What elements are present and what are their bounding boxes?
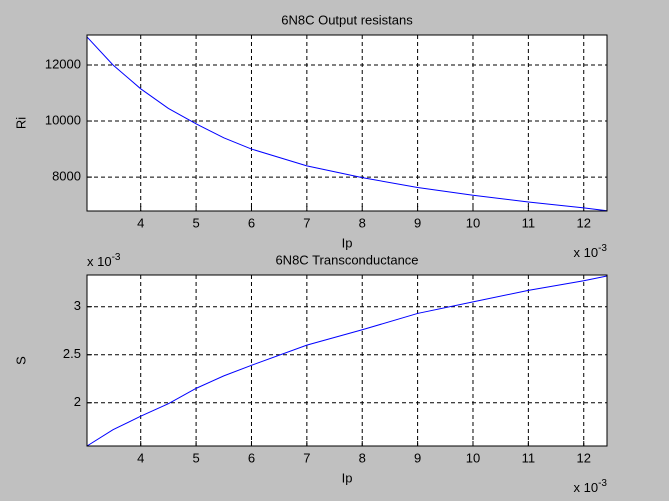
plot-area xyxy=(87,35,607,211)
axis-multiplier: x 10-3 xyxy=(87,252,121,270)
data-line xyxy=(86,275,608,447)
y-tick-label: 3 xyxy=(74,298,81,313)
axis-multiplier: x 10-3 xyxy=(574,478,608,496)
x-tick-label: 4 xyxy=(137,215,144,230)
x-tick-label: 11 xyxy=(522,450,536,465)
y-tick-label: 2.5 xyxy=(63,346,81,361)
x-tick-label: 10 xyxy=(466,450,480,465)
x-axis-label: Ip xyxy=(342,470,353,485)
chart-title: 6N8C Transconductance xyxy=(275,252,418,267)
multiplier-base: x 10 xyxy=(87,254,112,269)
axes-box xyxy=(86,34,608,212)
x-tick-label: 10 xyxy=(466,215,480,230)
data-line xyxy=(86,36,608,212)
multiplier-exponent: -3 xyxy=(598,243,607,254)
axes-box xyxy=(86,274,608,447)
x-tick-label: 8 xyxy=(359,215,366,230)
x-tick-label: 9 xyxy=(414,215,421,230)
x-axis-label: Ip xyxy=(342,235,353,250)
y-tick-label: 12000 xyxy=(45,56,81,71)
plot-area xyxy=(87,275,607,446)
x-tick-label: 4 xyxy=(137,450,144,465)
x-tick-label: 12 xyxy=(577,450,591,465)
x-tick-label: 8 xyxy=(359,450,366,465)
multiplier-base: x 10 xyxy=(574,245,599,260)
y-tick-label: 8000 xyxy=(52,169,81,184)
y-axis-label: S xyxy=(13,356,28,365)
multiplier-base: x 10 xyxy=(574,480,599,495)
multiplier-exponent: -3 xyxy=(112,252,121,263)
multiplier-exponent: -3 xyxy=(598,478,607,489)
x-tick-label: 6 xyxy=(248,215,255,230)
y-axis-label: Ri xyxy=(13,117,28,129)
x-tick-label: 12 xyxy=(577,215,591,230)
y-tick-label: 2 xyxy=(74,394,81,409)
chart-title: 6N8C Output resistans xyxy=(281,12,413,27)
x-tick-label: 5 xyxy=(192,215,199,230)
x-tick-label: 6 xyxy=(248,450,255,465)
x-tick-label: 5 xyxy=(192,450,199,465)
x-tick-label: 9 xyxy=(414,450,421,465)
axis-multiplier: x 10-3 xyxy=(574,243,608,261)
y-tick-label: 10000 xyxy=(45,112,81,127)
x-tick-label: 7 xyxy=(303,450,310,465)
x-tick-label: 7 xyxy=(303,215,310,230)
x-tick-label: 11 xyxy=(522,215,536,230)
